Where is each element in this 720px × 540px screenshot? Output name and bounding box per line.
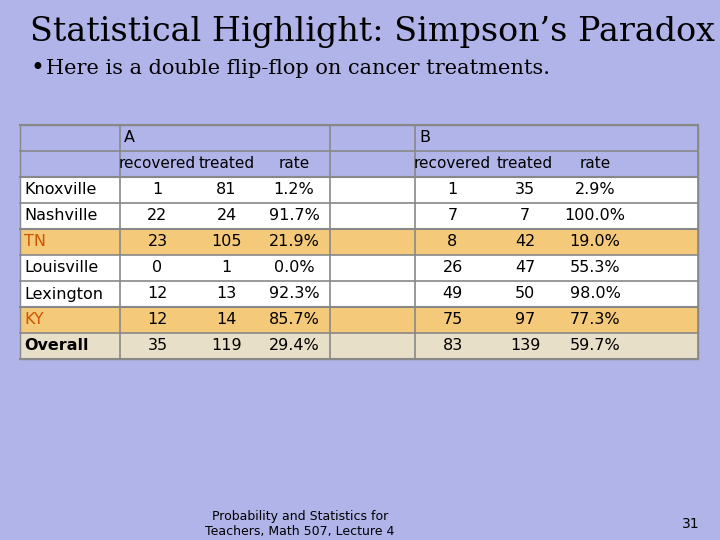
- Text: 8: 8: [447, 234, 458, 249]
- Text: 31: 31: [683, 517, 700, 531]
- Text: 49: 49: [442, 287, 463, 301]
- Text: 0: 0: [153, 260, 163, 275]
- Text: 1: 1: [153, 183, 163, 198]
- Text: 29.4%: 29.4%: [269, 339, 320, 354]
- Text: Probability and Statistics for
Teachers, Math 507, Lecture 4: Probability and Statistics for Teachers,…: [205, 510, 395, 538]
- Bar: [20, 125, 698, 359]
- Bar: [20, 281, 698, 307]
- Text: 24: 24: [217, 208, 237, 224]
- Text: 92.3%: 92.3%: [269, 287, 319, 301]
- Text: Statistical Highlight: Simpson’s Paradox: Statistical Highlight: Simpson’s Paradox: [30, 16, 715, 48]
- Text: recovered: recovered: [119, 157, 196, 172]
- Text: 105: 105: [211, 234, 242, 249]
- Text: 21.9%: 21.9%: [269, 234, 320, 249]
- Text: 77.3%: 77.3%: [570, 313, 621, 327]
- Text: 98.0%: 98.0%: [570, 287, 621, 301]
- Text: 12: 12: [148, 313, 168, 327]
- Text: 22: 22: [148, 208, 168, 224]
- Text: 0.0%: 0.0%: [274, 260, 315, 275]
- Text: 7: 7: [520, 208, 530, 224]
- Text: 55.3%: 55.3%: [570, 260, 621, 275]
- Text: A: A: [124, 131, 135, 145]
- Text: 119: 119: [211, 339, 242, 354]
- Text: 47: 47: [515, 260, 535, 275]
- Text: Here is a double flip-flop on cancer treatments.: Here is a double flip-flop on cancer tre…: [46, 58, 550, 78]
- Text: 81: 81: [216, 183, 237, 198]
- Text: 75: 75: [442, 313, 463, 327]
- Text: 7: 7: [447, 208, 458, 224]
- Text: Nashville: Nashville: [24, 208, 97, 224]
- Text: Knoxville: Knoxville: [24, 183, 96, 198]
- Text: 1: 1: [221, 260, 232, 275]
- Text: Overall: Overall: [24, 339, 89, 354]
- Bar: [20, 177, 698, 203]
- Text: 59.7%: 59.7%: [570, 339, 621, 354]
- Text: rate: rate: [279, 157, 310, 172]
- Text: Louisville: Louisville: [24, 260, 98, 275]
- Bar: [20, 125, 698, 151]
- Text: B: B: [419, 131, 430, 145]
- Text: 35: 35: [148, 339, 168, 354]
- Bar: [20, 151, 698, 177]
- Text: 83: 83: [442, 339, 463, 354]
- Text: Lexington: Lexington: [24, 287, 103, 301]
- Bar: [20, 333, 698, 359]
- Text: KY: KY: [24, 313, 44, 327]
- Text: 139: 139: [510, 339, 540, 354]
- Text: 14: 14: [216, 313, 237, 327]
- Text: 97: 97: [515, 313, 535, 327]
- Text: 85.7%: 85.7%: [269, 313, 320, 327]
- Text: recovered: recovered: [414, 157, 491, 172]
- Text: 42: 42: [515, 234, 535, 249]
- Text: 19.0%: 19.0%: [570, 234, 621, 249]
- Text: treated: treated: [199, 157, 255, 172]
- Text: 2.9%: 2.9%: [575, 183, 616, 198]
- Bar: [20, 307, 698, 333]
- Text: TN: TN: [24, 234, 46, 249]
- Text: 26: 26: [442, 260, 463, 275]
- Text: 91.7%: 91.7%: [269, 208, 320, 224]
- Text: treated: treated: [497, 157, 553, 172]
- Text: 23: 23: [148, 234, 168, 249]
- Text: 50: 50: [515, 287, 535, 301]
- Text: 100.0%: 100.0%: [564, 208, 626, 224]
- Text: 35: 35: [515, 183, 535, 198]
- Text: 1: 1: [447, 183, 458, 198]
- Text: rate: rate: [580, 157, 611, 172]
- Bar: [20, 255, 698, 281]
- Bar: [20, 229, 698, 255]
- Text: 13: 13: [217, 287, 237, 301]
- Bar: [20, 203, 698, 229]
- Text: •: •: [30, 56, 44, 80]
- Text: 1.2%: 1.2%: [274, 183, 315, 198]
- Text: 12: 12: [148, 287, 168, 301]
